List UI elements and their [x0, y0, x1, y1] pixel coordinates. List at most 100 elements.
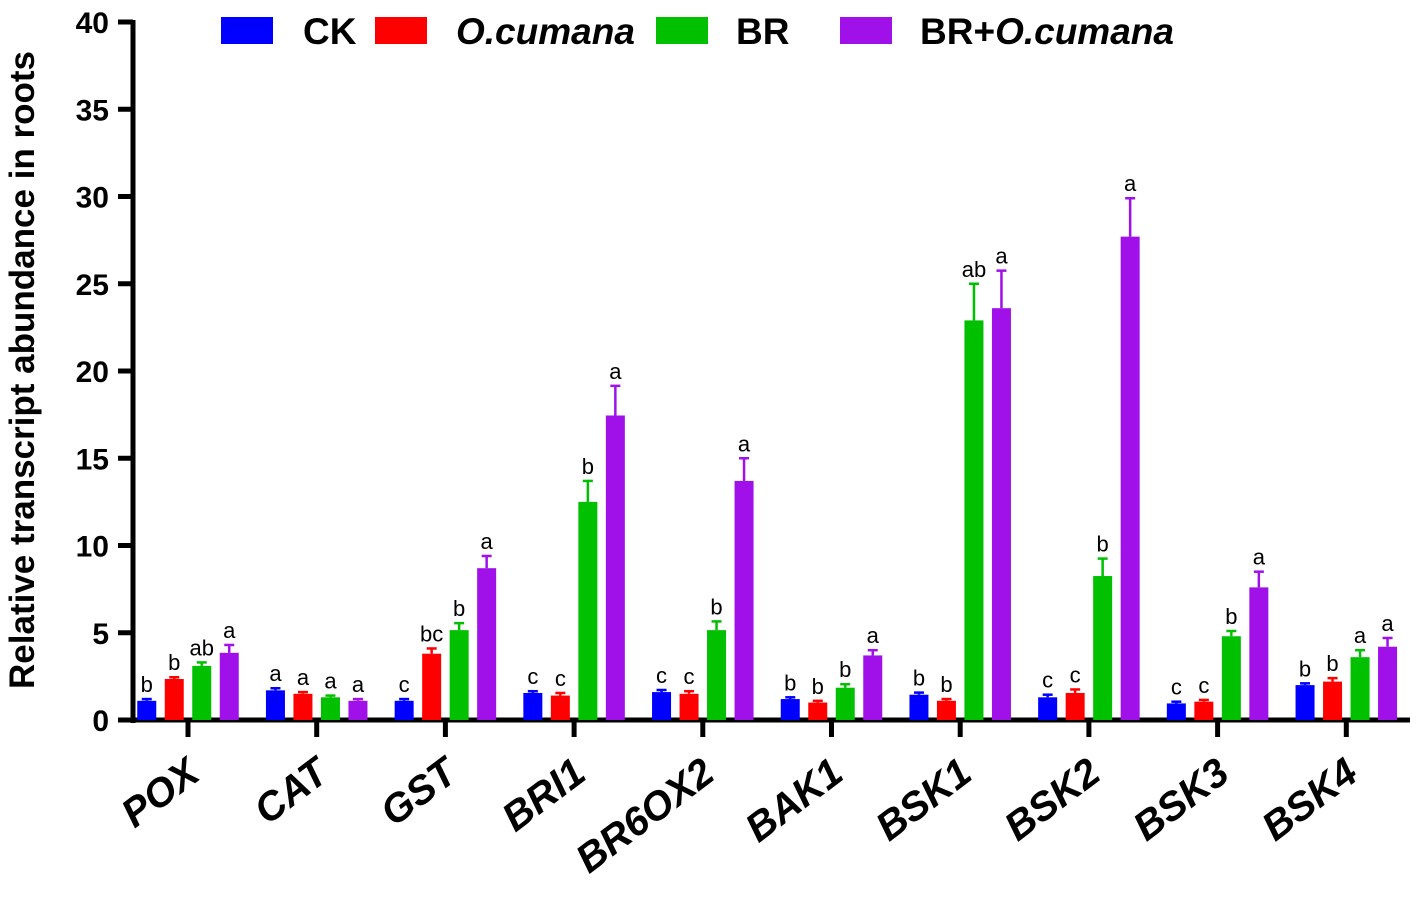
legend-label: CK	[303, 11, 357, 52]
x-tick-label: BR6OX2	[568, 750, 722, 881]
bar	[1194, 701, 1214, 720]
significance-label: a	[1354, 623, 1367, 648]
legend-label: BR+O.cumana	[920, 11, 1174, 52]
significance-label: b	[1299, 656, 1311, 681]
bar	[137, 700, 157, 720]
legend-swatch	[375, 17, 427, 44]
significance-label: b	[940, 672, 952, 697]
bar	[707, 630, 727, 720]
bar	[780, 699, 800, 720]
significance-label: a	[297, 665, 310, 690]
y-tick-label: 30	[76, 182, 109, 215]
bar	[652, 692, 672, 720]
significance-label: a	[269, 661, 282, 686]
bar	[679, 693, 699, 720]
y-tick-label: 15	[76, 443, 109, 476]
x-tick-label: BSK3	[1125, 750, 1237, 849]
significance-label: b	[1097, 532, 1109, 557]
bar	[734, 480, 754, 720]
bar	[422, 653, 442, 720]
significance-label: c	[1042, 668, 1053, 693]
significance-label: c	[527, 664, 538, 689]
bar	[605, 415, 625, 720]
significance-label: c	[399, 672, 410, 697]
significance-label: b	[453, 596, 465, 621]
y-tick-label: 10	[76, 531, 109, 564]
legend-swatch	[840, 17, 892, 44]
bar	[1249, 587, 1269, 720]
x-tick-label: BSK4	[1254, 750, 1366, 849]
bar	[219, 652, 239, 720]
bar	[1166, 703, 1186, 720]
significance-label: a	[995, 244, 1008, 269]
bar	[1093, 576, 1113, 720]
significance-label: a	[352, 672, 365, 697]
bar	[320, 697, 340, 720]
significance-label: bc	[420, 621, 443, 646]
significance-label: b	[710, 594, 722, 619]
significance-label: c	[555, 666, 566, 691]
legend-swatch	[221, 17, 273, 44]
legend-swatch	[656, 17, 708, 44]
significance-label: b	[168, 650, 180, 675]
significance-label: a	[324, 669, 337, 694]
bar	[964, 320, 984, 720]
significance-label: c	[684, 664, 695, 689]
bar	[550, 695, 570, 720]
x-tick-label: BSK2	[997, 750, 1109, 849]
bar	[1323, 681, 1343, 720]
significance-label: ab	[190, 635, 214, 660]
y-tick-label: 25	[76, 269, 109, 302]
y-axis-label: Relative transcript abundance in roots	[3, 51, 42, 689]
significance-label: c	[656, 663, 667, 688]
bar	[991, 308, 1011, 720]
y-tick-label: 40	[76, 7, 109, 40]
bar	[863, 655, 883, 720]
bar	[348, 700, 368, 720]
y-tick-label: 5	[92, 618, 109, 651]
y-axis: 0 5 10 15 20 25 30 35 40	[76, 7, 136, 738]
significance-label: b	[913, 666, 925, 691]
significance-label: a	[1124, 171, 1137, 196]
bar	[578, 501, 598, 720]
bar	[1378, 646, 1398, 720]
legend-label-text: BR	[736, 11, 789, 52]
bar	[293, 693, 313, 720]
bar	[909, 694, 929, 720]
bar	[1038, 697, 1058, 720]
bar	[449, 630, 469, 720]
legend-label: BR	[736, 11, 789, 52]
bar	[1350, 657, 1370, 720]
x-tick-label: GST	[373, 748, 468, 835]
significance-label: b	[582, 454, 594, 479]
significance-label: c	[1070, 662, 1081, 687]
legend-label-italic-text: O.cumana	[995, 11, 1174, 52]
bar	[808, 702, 828, 720]
x-tick-label: CAT	[246, 748, 339, 833]
legend-label-italic-text: O.cumana	[456, 11, 635, 52]
bar	[835, 687, 855, 720]
significance-label: c	[1171, 675, 1182, 700]
significance-label: b	[784, 670, 796, 695]
legend-label-text: BR+	[920, 11, 995, 52]
significance-label: a	[1381, 611, 1394, 636]
significance-label: a	[481, 529, 494, 554]
bar	[164, 678, 184, 720]
bar	[265, 690, 285, 720]
significance-label: b	[1326, 651, 1338, 676]
significance-label: b	[839, 657, 851, 682]
legend-label: O.cumana	[456, 11, 635, 52]
significance-label: c	[1198, 673, 1209, 698]
x-tick-label: BRI1	[494, 750, 593, 840]
bar	[1120, 236, 1140, 720]
significance-label: a	[609, 359, 622, 384]
x-tick-label: BSK1	[868, 750, 980, 849]
x-tick-label: POX	[113, 749, 209, 836]
x-tick-label: BAK1	[737, 750, 850, 851]
bar	[394, 700, 414, 720]
significance-label: a	[867, 623, 880, 648]
bar	[1065, 692, 1085, 720]
legend-label-text: CK	[303, 11, 357, 52]
